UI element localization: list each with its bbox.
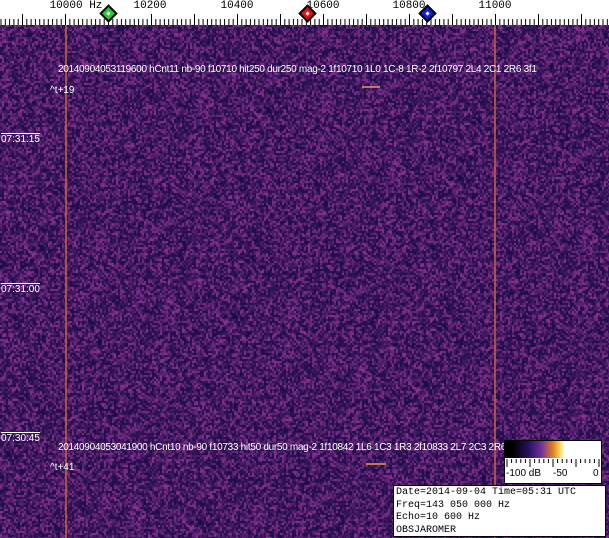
color-scale-label: 0 [593,468,599,479]
color-scale-ticks [506,459,600,467]
info-box: Date=2014-09-04 Time=05:31 UTC Freq=143 … [393,485,606,537]
meteor-trace [366,463,386,465]
meteor-trace [362,86,380,88]
info-observer: OBSJAROMER [396,524,457,536]
color-scale-label: -100 dB [506,468,542,479]
tick-label: 10200 [133,0,167,12]
time-label: 07:30:45 [1,432,40,444]
detection-text: 20140904053041900 hCnt10 nb-90 f10733 hi… [58,442,527,453]
color-scale-label: -50 [553,468,568,479]
axis-ticks [0,14,608,25]
frequency-axis[interactable]: 10000 Hz 10200 10400 10600 10800 11000 [0,0,609,25]
tick-label: 10000 Hz [49,0,103,12]
info-frequency: Freq=143 050 000 Hz [396,499,511,511]
carrier-line [494,25,496,538]
detection-offset: ^t+41 [50,462,75,473]
tick-label: 11000 [478,0,512,12]
color-gradient [505,441,601,458]
color-scale: -100 dB -50 0 [504,440,602,484]
info-echo: Echo=10 600 Hz [396,512,481,523]
detection-text: 20140904053119600 hCnt11 nb-90 f10710 hi… [58,64,537,75]
info-date-time: Date=2014-09-04 Time=05:31 UTC [396,487,577,498]
time-label: 07:31:15 [1,133,40,145]
tick-label: 10800 [392,0,426,12]
tick-label: 10400 [220,0,254,12]
time-label: 07:31:00 [1,283,40,295]
tick-label: 10600 [306,0,340,12]
detection-offset: ^t+19 [50,85,75,96]
carrier-line [65,25,67,538]
